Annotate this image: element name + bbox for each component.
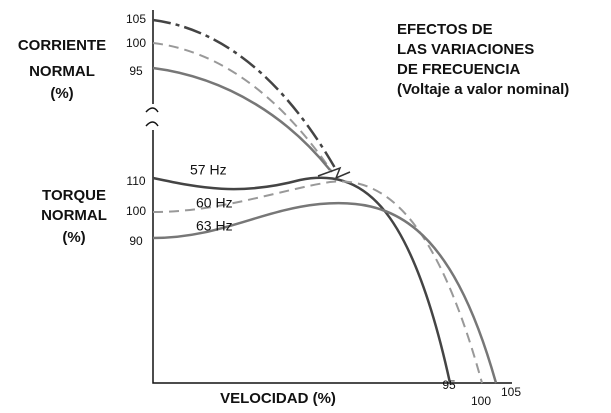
axis-label: (%) <box>62 229 85 246</box>
curve-label: 63 Hz <box>196 218 233 234</box>
axes <box>152 10 512 384</box>
axis-label: NORMAL <box>29 63 95 80</box>
current-curve-60 <box>152 42 333 173</box>
title-line: EFECTOS DE <box>397 21 493 38</box>
x-axis-label: VELOCIDAD (%) <box>220 390 336 407</box>
current-curve-63 <box>152 66 331 171</box>
tick-label: 90 <box>129 234 143 248</box>
tick-label: 105 <box>126 12 146 26</box>
curve-label: 60 Hz <box>196 195 233 211</box>
curve-break <box>317 166 351 180</box>
tick-label: 105 <box>501 385 521 399</box>
curve-label: 57 Hz <box>190 162 227 178</box>
axis-label: (%) <box>50 85 73 102</box>
current-curve-57 <box>152 18 337 169</box>
title-line: LAS VARIACIONES <box>397 41 534 58</box>
torque-curve-57 <box>152 176 452 384</box>
torque-curve-60 <box>152 180 483 384</box>
torque-curve-63 <box>152 201 498 384</box>
tick-label: 100 <box>126 36 146 50</box>
tick-label: 110 <box>126 174 145 188</box>
tick-label: 100 <box>471 394 491 408</box>
tick-label: 95 <box>442 378 456 392</box>
axis-break <box>145 107 159 127</box>
tick-label: 100 <box>126 204 146 218</box>
title-line: (Voltaje a valor nominal) <box>397 81 569 98</box>
axis-label: CORRIENTE <box>18 37 106 54</box>
axis-label: TORQUE <box>42 187 106 204</box>
title-line: DE FRECUENCIA <box>397 61 521 78</box>
tick-label: 95 <box>129 64 143 78</box>
axis-label: NORMAL <box>41 207 107 224</box>
